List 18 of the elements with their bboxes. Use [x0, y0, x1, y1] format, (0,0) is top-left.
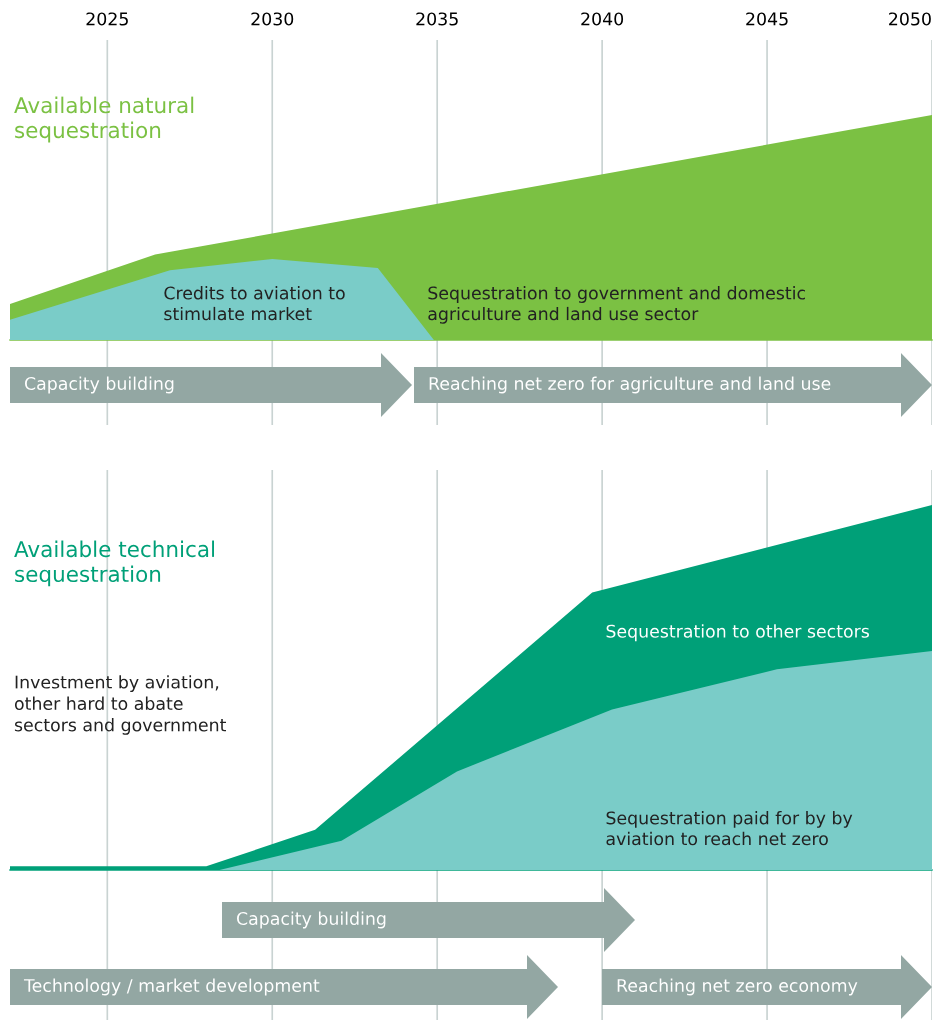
text: Reaching net zero economy — [617, 978, 858, 996]
x-tick-label: 2025 — [86, 12, 128, 26]
series-label: Credits to aviation to stimulate market — [164, 286, 345, 321]
annotation: Investment by aviation, other hard to abate sectors and government — [14, 675, 226, 735]
chart-title: Available natural sequestration — [14, 96, 194, 143]
series-label: Sequestration paid for by by aviation to reach net zero — [606, 811, 853, 846]
text: Reaching net zero for agriculture and land use — [429, 376, 831, 394]
text: Available technical sequestration — [14, 540, 215, 587]
text: Capacity building — [24, 376, 174, 394]
x-tick-label: 2030 — [251, 12, 294, 26]
series-label: Sequestration to government and domestic agriculture and land use sector — [428, 286, 805, 324]
text: Capacity building — [236, 911, 386, 929]
x-tick-label: 2050 — [889, 12, 931, 26]
x-tick-label: 2035 — [416, 12, 458, 26]
series-label: Sequestration to other sectors — [606, 624, 869, 642]
x-tick-label: 2040 — [581, 12, 624, 26]
x-tick-label: 2045 — [746, 12, 788, 26]
text: Technology / market development — [23, 978, 320, 996]
